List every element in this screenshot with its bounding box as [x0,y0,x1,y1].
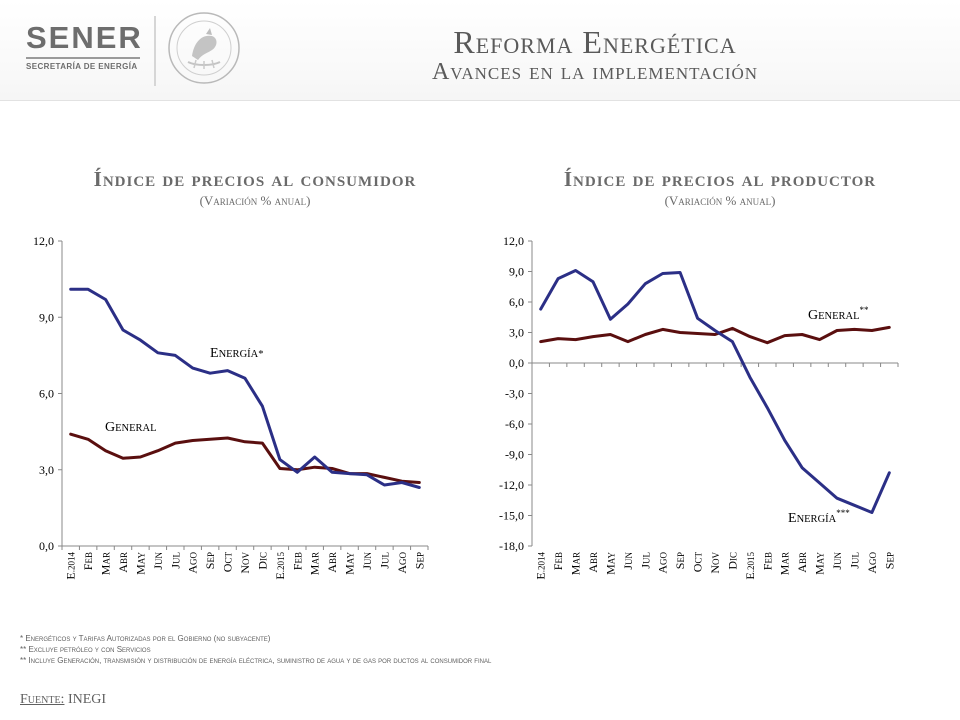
producer-x-tick-label: E.2014 [534,552,548,580]
consumer-x-tick-label: E.2014 [64,552,78,580]
producer-x-tick-label: JUN [830,552,844,570]
producer-x-tick-label: SEP [673,552,687,569]
consumer-x-tick-label: OCT [221,552,235,573]
logo-rule [26,57,140,59]
producer-series-energía-line [539,269,891,514]
producer-x-tick-label: JUL [847,552,861,569]
source-label: Fuente: [20,692,65,707]
source-value: INEGI [67,692,107,707]
consumer-x-tick-label: FEB [81,552,95,570]
producer-x-tick-label: FEB [551,552,565,570]
producer-x-tick-label: JUL [638,552,652,569]
consumer-x-tick-label: JUL [168,552,182,569]
consumer-x-tick-label: JUN [360,552,374,570]
producer-series-label-0: ENERGÍA*** [788,508,850,526]
producer-y-tick-label: 9,0 [509,265,524,279]
producer-x-tick-label: SEP [882,552,896,569]
producer-x-tick-label: AGO [865,552,879,574]
consumer-x-tick-label: AGO [186,552,200,574]
consumer-x-tick-label: MAR [99,552,113,575]
producer-x-tick-label: NOV [708,552,722,574]
consumer-chart-title: Índice de precios al consumidor [93,167,417,191]
consumer-x-tick-label: FEB [290,552,304,570]
producer-x-tick-label: MAR [569,552,583,575]
consumer-x-tick-label: MAR [308,552,322,575]
producer-y-tick-label: -15,0 [499,509,524,523]
consumer-x-tick-label: E.2015 [273,552,287,580]
footnotes: * Energéticos y Tarifas Autorizadas por … [20,633,940,666]
producer-x-tick-label: E.2015 [743,552,757,580]
producer-y-tick-label: -9,0 [505,448,524,462]
producer-x-tick-label: ABR [795,552,809,573]
consumer-x-tick-label: DIC [255,552,269,570]
producer-x-tick-label: DIC [725,552,739,570]
producer-y-tick-label: 12,0 [503,234,524,248]
consumer-y-tick-label: 3,0 [39,463,54,477]
producer-series-general-line [539,325,891,345]
logo-subtext: SECRETARÍA DE ENERGÍA [26,62,138,71]
producer-x-tick-label: OCT [691,552,705,573]
producer-x-tick-label: MAY [603,552,617,575]
producer-x-tick-label: MAY [813,552,827,575]
producer-y-tick-label: 0,0 [509,356,524,370]
footnote-2: ** Excluye petróleo y con Servicios [20,645,151,654]
producer-x-tick-label: FEB [760,552,774,570]
consumer-y-tick-label: 12,0 [33,234,54,248]
producer-x-tick-label: MAR [778,552,792,575]
consumer-x-tick-label: MAY [343,552,357,575]
consumer-x-tick-label: ABR [116,552,130,573]
header-bar: SENER SECRETARÍA DE ENERGÍA Reforma Ener… [0,0,960,101]
consumer-x-tick-label: SEP [412,552,426,569]
producer-y-tick-label: -3,0 [505,387,524,401]
mexican-coat-of-arms-icon [168,12,240,84]
footnote-3: ** Incluye Generación, transmisión y dis… [20,656,492,665]
producer-chart-title: Índice de precios al productor [563,167,877,191]
producer-x-tick-label: ABR [586,552,600,573]
logo-divider [154,16,156,86]
producer-x-tick-label: AGO [656,552,670,574]
consumer-y-tick-label: 9,0 [39,310,54,324]
producer-y-tick-label: 6,0 [509,295,524,309]
consumer-series-label-1: GENERAL [105,420,157,435]
producer-chart-subtitle: (Variación % anual) [664,193,776,208]
consumer-x-tick-label: ABR [325,552,339,573]
producer-y-tick-label: -18,0 [499,539,524,553]
consumer-chart-subtitle: (Variación % anual) [199,193,311,208]
producer-y-tick-label: 3,0 [509,326,524,340]
producer-series-label-1: GENERAL** [808,305,869,323]
consumer-y-tick-label: 6,0 [39,387,54,401]
producer-y-tick-label: -12,0 [499,478,524,492]
consumer-x-tick-label: MAY [133,552,147,575]
consumer-x-tick-label: JUN [151,552,165,570]
producer-x-tick-label: JUN [621,552,635,570]
consumer-series-label-0: ENERGÍA* [210,346,263,361]
source-line: Fuente: INEGI [20,692,106,708]
consumer-x-tick-label: SEP [203,552,217,569]
consumer-series-energía-line [69,287,421,489]
logo-text: SENER [26,20,143,55]
producer-y-tick-label: -6,0 [505,417,524,431]
page-subtitle: Avances en la implementación [431,59,759,85]
consumer-y-tick-label: 0,0 [39,539,54,553]
footnote-1: * Energéticos y Tarifas Autorizadas por … [20,634,271,643]
consumer-x-tick-label: AGO [395,552,409,574]
consumer-x-tick-label: JUL [377,552,391,569]
page-title: Reforma Energética [453,24,737,60]
sener-logo: SENER SECRETARÍA DE ENERGÍA [26,22,143,71]
consumer-x-tick-label: NOV [238,552,252,574]
